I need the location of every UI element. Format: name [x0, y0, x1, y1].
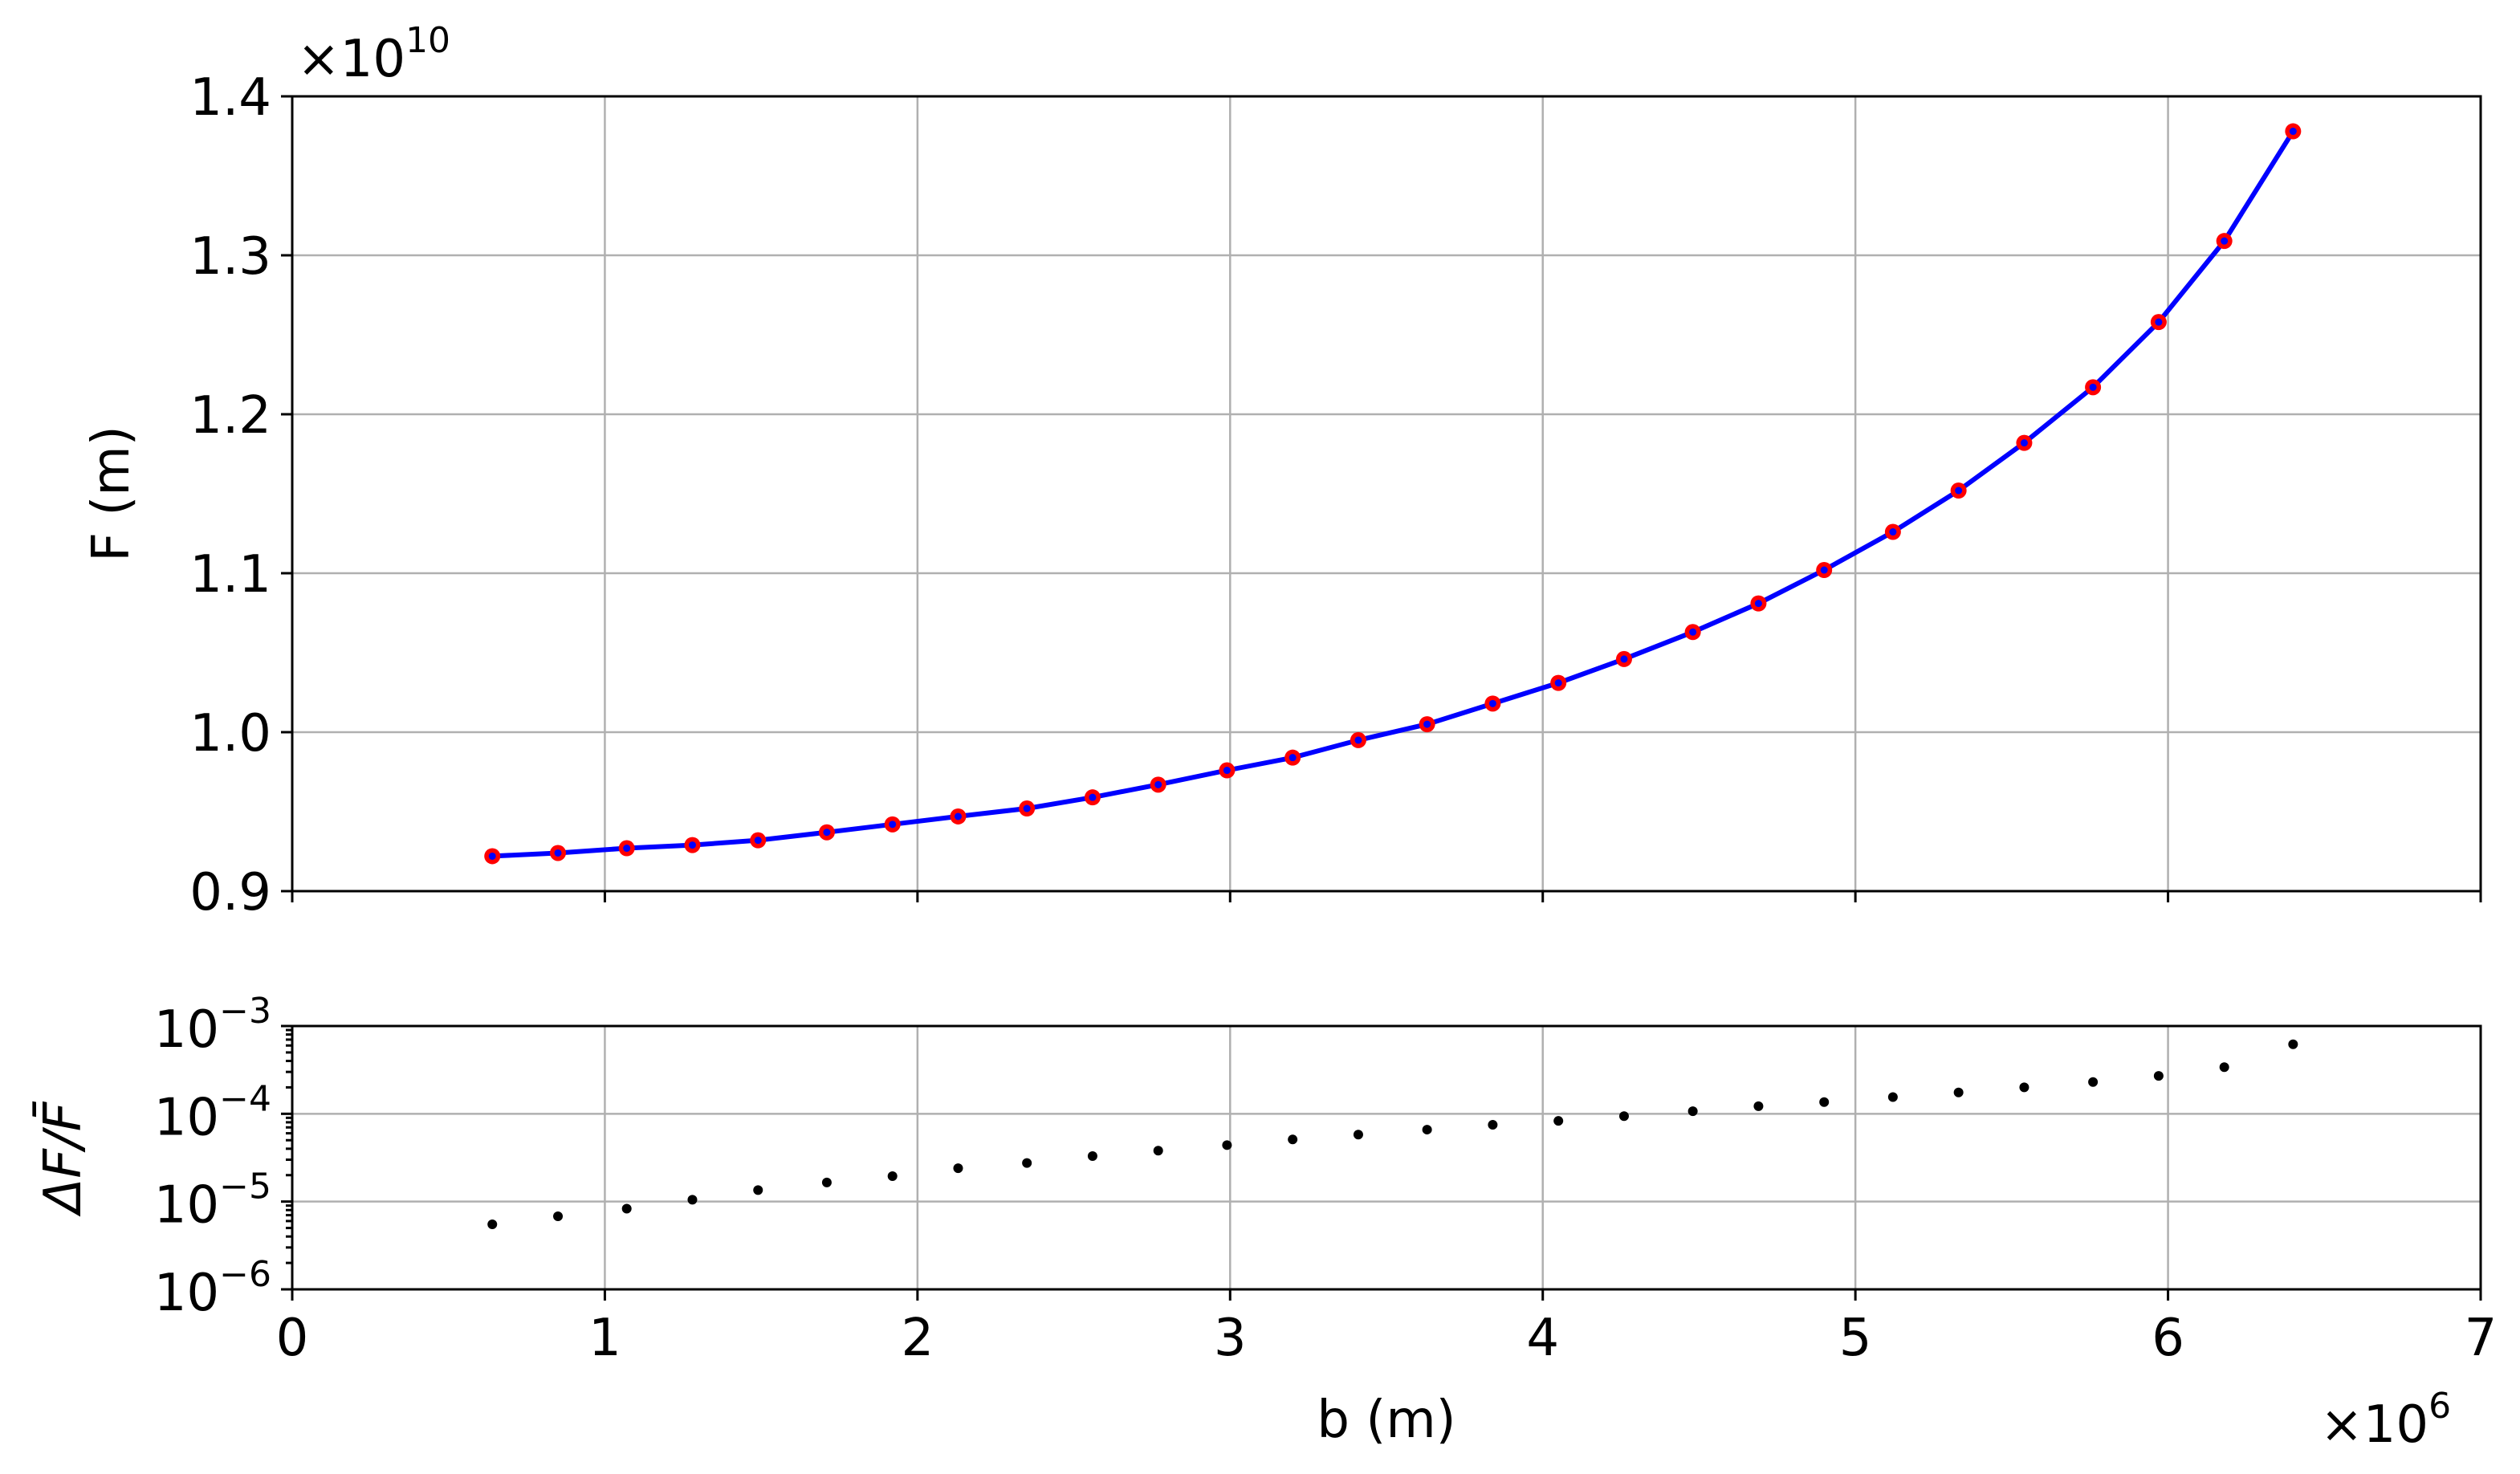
bottom-y-tick-label: 10−5: [154, 1167, 271, 1236]
data-point-center: [823, 829, 831, 837]
residual-point: [1222, 1140, 1232, 1150]
residual-point: [553, 1211, 564, 1221]
data-point-center: [1689, 628, 1697, 636]
data-point-center: [2155, 318, 2163, 326]
top-y-tick-label: 1.4: [189, 68, 271, 128]
data-point-center: [1889, 528, 1897, 536]
residual-point: [1022, 1158, 1032, 1168]
residual-point: [2219, 1062, 2229, 1073]
residual-point: [1288, 1134, 1298, 1145]
data-point-center: [2089, 383, 2097, 391]
data-point-center: [688, 841, 696, 849]
top-plot-frame: [291, 95, 2482, 893]
data-point-center: [1023, 804, 1031, 812]
bottom-x-tick-label: 1: [588, 1309, 621, 1368]
bottom-y-axis-label: ΔF/F̄: [32, 1101, 93, 1217]
data-point-center: [889, 820, 897, 829]
residual-point: [1618, 1111, 1629, 1122]
residual-point: [887, 1171, 898, 1181]
top-panel: 0.9 1.0 1.1 1.2 1.3 1.4 F (m) ×1010: [82, 20, 2482, 922]
data-point-center: [623, 845, 631, 853]
residual-point: [1953, 1087, 1964, 1097]
bottom-x-tick-label: 0: [276, 1309, 309, 1368]
bottom-x-tick-label: 3: [1214, 1309, 1247, 1368]
data-point-center: [2221, 237, 2229, 245]
data-point-center: [1554, 679, 1562, 687]
residual-point: [2088, 1077, 2099, 1087]
data-point-center: [1423, 720, 1431, 728]
data-point-center: [754, 837, 762, 845]
residual-point: [1887, 1092, 1898, 1102]
residual-point: [2153, 1071, 2164, 1081]
fit-line: [492, 130, 2295, 859]
top-y-tick-label: 1.3: [189, 227, 271, 287]
residual-point: [1488, 1119, 1498, 1130]
bottom-x-tick-label: 7: [2465, 1309, 2498, 1368]
residual-point: [753, 1185, 763, 1195]
data-point-center: [1488, 699, 1496, 707]
data-point-center: [954, 812, 962, 820]
residual-point: [1087, 1150, 1097, 1161]
residual-point: [1753, 1101, 1764, 1111]
top-y-tick-label: 1.0: [189, 704, 271, 763]
bottom-y-tick-label: 10−4: [154, 1078, 271, 1147]
x-axis-label: b (m): [1317, 1391, 1455, 1450]
bottom-x-tick-label: 2: [901, 1309, 934, 1368]
residual-point: [487, 1220, 498, 1230]
data-point-center: [554, 849, 562, 857]
data-point-center: [1754, 600, 1762, 608]
top-y-offset-label: ×1010: [297, 20, 450, 89]
residual-point: [1553, 1116, 1564, 1126]
top-y-tick-label: 1.2: [189, 386, 271, 446]
data-point-center: [1288, 754, 1297, 762]
data-point-center: [1154, 780, 1162, 788]
residual-point: [621, 1203, 632, 1214]
residual-point: [2288, 1039, 2298, 1049]
residual-point: [687, 1195, 698, 1205]
residual-point: [1422, 1125, 1432, 1135]
top-y-tick-label: 1.1: [189, 545, 271, 605]
bottom-x-tick-label: 6: [2152, 1309, 2184, 1368]
x-offset-label: ×106: [2320, 1386, 2451, 1455]
data-point-center: [2289, 128, 2297, 136]
data-point-center: [1354, 736, 1362, 744]
data-point-center: [1955, 487, 1963, 495]
bottom-x-tick-label: 4: [1526, 1309, 1559, 1368]
residual-point: [1153, 1146, 1163, 1156]
residual-point: [2019, 1082, 2029, 1093]
data-point-center: [1223, 767, 1231, 775]
residual-point: [1819, 1097, 1830, 1107]
bottom-panel: 0 1 2 3 4 5 6 7 10−6 10−5 10−4 10−3 ΔF/F̄ b (m) ×106: [32, 991, 2497, 1455]
data-point-center: [1820, 566, 1828, 574]
residual-point: [1353, 1130, 1363, 1140]
bottom-y-tick-label: 10−3: [154, 991, 271, 1060]
residual-point: [821, 1177, 832, 1187]
data-point-center: [1620, 655, 1628, 663]
bottom-x-tick-label: 5: [1839, 1309, 1872, 1368]
bottom-y-tick-label: 10−6: [154, 1254, 271, 1323]
residual-point: [953, 1163, 963, 1174]
bottom-plot-frame: [291, 1024, 2482, 1291]
residual-point: [1687, 1106, 1698, 1117]
data-point-center: [488, 852, 496, 860]
data-point-center: [2020, 439, 2028, 447]
top-y-tick-label: 0.9: [189, 863, 271, 922]
data-point-center: [1089, 793, 1097, 801]
top-y-axis-label: F (m): [82, 426, 141, 561]
